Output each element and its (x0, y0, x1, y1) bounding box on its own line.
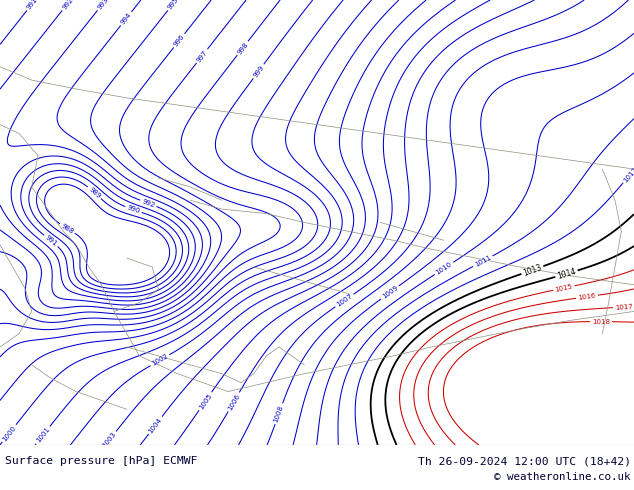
Text: 1003: 1003 (101, 431, 117, 449)
Text: 1001: 1001 (35, 426, 51, 444)
Text: 1016: 1016 (578, 293, 597, 301)
Text: 1006: 1006 (227, 392, 241, 411)
Text: 1008: 1008 (273, 404, 285, 423)
Text: 1014: 1014 (556, 267, 577, 281)
Text: 1000: 1000 (1, 424, 17, 442)
Text: 995: 995 (167, 0, 180, 11)
Text: © weatheronline.co.uk: © weatheronline.co.uk (495, 472, 631, 482)
Text: 991: 991 (26, 0, 39, 11)
Text: 988: 988 (60, 222, 75, 235)
Text: 997: 997 (195, 49, 209, 63)
Text: 990: 990 (126, 205, 141, 215)
Text: 1012: 1012 (622, 166, 634, 183)
Text: 999: 999 (252, 64, 265, 78)
Text: 993: 993 (96, 0, 110, 11)
Text: Th 26-09-2024 12:00 UTC (18+42): Th 26-09-2024 12:00 UTC (18+42) (418, 456, 631, 466)
Text: 994: 994 (120, 12, 133, 26)
Text: 998: 998 (236, 41, 249, 55)
Text: 1011: 1011 (474, 254, 492, 268)
Text: 989: 989 (87, 186, 101, 199)
Text: 992: 992 (141, 198, 156, 208)
Text: 1004: 1004 (148, 416, 163, 434)
Text: 1002: 1002 (151, 353, 169, 368)
Text: Surface pressure [hPa] ECMWF: Surface pressure [hPa] ECMWF (5, 456, 198, 466)
Text: 991: 991 (44, 234, 58, 247)
Text: 1009: 1009 (381, 285, 399, 300)
Text: 996: 996 (172, 33, 186, 48)
Text: 1013: 1013 (522, 263, 543, 277)
Text: 1007: 1007 (335, 293, 354, 308)
Text: 1018: 1018 (592, 318, 610, 325)
Text: 992: 992 (61, 0, 74, 11)
Text: 1017: 1017 (614, 303, 633, 311)
Text: 1015: 1015 (555, 283, 573, 293)
Text: 1005: 1005 (198, 392, 213, 410)
Text: 1010: 1010 (435, 261, 453, 276)
